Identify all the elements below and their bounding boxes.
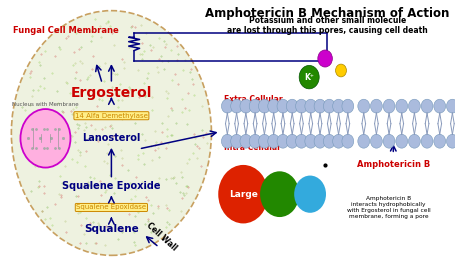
Text: Potassium and other small molecule
are lost through this pores, causing cell dea: Potassium and other small molecule are l… — [227, 16, 428, 35]
Ellipse shape — [342, 99, 354, 113]
Ellipse shape — [421, 134, 433, 148]
Ellipse shape — [231, 99, 243, 113]
Text: Fungal Cell Membrane: Fungal Cell Membrane — [13, 26, 119, 35]
Ellipse shape — [447, 99, 458, 113]
Ellipse shape — [371, 134, 383, 148]
Ellipse shape — [434, 134, 446, 148]
Ellipse shape — [268, 99, 280, 113]
Text: Amphotericin B Mechanism of Action: Amphotericin B Mechanism of Action — [205, 7, 449, 20]
Ellipse shape — [240, 134, 252, 148]
Text: 14 Alfa Demethylase: 14 Alfa Demethylase — [75, 113, 148, 119]
Ellipse shape — [383, 134, 395, 148]
Text: Amphotericin B
interacts hydrophobically
with Ergosterol in fungal cell
membrane: Amphotericin B interacts hydrophobically… — [347, 196, 430, 219]
Text: Intra Cellular: Intra Cellular — [224, 143, 281, 152]
Ellipse shape — [396, 134, 408, 148]
Ellipse shape — [296, 99, 308, 113]
Text: Large: Large — [229, 190, 258, 199]
Ellipse shape — [221, 99, 233, 113]
Ellipse shape — [231, 134, 243, 148]
Ellipse shape — [314, 134, 326, 148]
Ellipse shape — [396, 99, 408, 113]
Ellipse shape — [221, 134, 233, 148]
Text: Extra Cellular: Extra Cellular — [224, 95, 283, 104]
Ellipse shape — [286, 99, 298, 113]
Ellipse shape — [249, 99, 261, 113]
Text: Cell Wall: Cell Wall — [145, 221, 178, 253]
Ellipse shape — [358, 134, 370, 148]
Ellipse shape — [258, 99, 270, 113]
Ellipse shape — [218, 165, 268, 223]
Ellipse shape — [296, 134, 308, 148]
Text: Squalene Epoxidase: Squalene Epoxidase — [76, 205, 146, 210]
Ellipse shape — [305, 134, 317, 148]
Text: Ergosterol: Ergosterol — [71, 86, 152, 100]
Ellipse shape — [258, 134, 270, 148]
Ellipse shape — [299, 65, 319, 89]
Ellipse shape — [240, 99, 252, 113]
Ellipse shape — [277, 99, 289, 113]
Ellipse shape — [323, 134, 335, 148]
Text: Lanosterol: Lanosterol — [82, 133, 141, 143]
Text: Squalene: Squalene — [84, 224, 139, 234]
Text: Squalene Epoxide: Squalene Epoxide — [62, 181, 161, 191]
Ellipse shape — [314, 99, 326, 113]
Ellipse shape — [342, 134, 354, 148]
Ellipse shape — [323, 99, 335, 113]
Text: K⁺: K⁺ — [304, 73, 314, 82]
Ellipse shape — [409, 134, 420, 148]
Ellipse shape — [333, 134, 345, 148]
Ellipse shape — [358, 99, 370, 113]
Ellipse shape — [305, 99, 317, 113]
Ellipse shape — [277, 134, 289, 148]
Ellipse shape — [409, 99, 420, 113]
Ellipse shape — [421, 99, 433, 113]
Ellipse shape — [268, 134, 280, 148]
Ellipse shape — [20, 109, 71, 168]
Ellipse shape — [294, 176, 326, 213]
Ellipse shape — [434, 99, 446, 113]
Ellipse shape — [447, 134, 458, 148]
Text: Nucleus with Membrane: Nucleus with Membrane — [12, 102, 79, 107]
Ellipse shape — [260, 171, 299, 217]
Ellipse shape — [286, 134, 298, 148]
Ellipse shape — [333, 99, 345, 113]
Ellipse shape — [11, 11, 211, 255]
Text: Amphotericin B: Amphotericin B — [356, 160, 430, 169]
Ellipse shape — [336, 64, 346, 77]
Ellipse shape — [371, 99, 383, 113]
Ellipse shape — [383, 99, 395, 113]
Ellipse shape — [249, 134, 261, 148]
Ellipse shape — [318, 50, 332, 67]
